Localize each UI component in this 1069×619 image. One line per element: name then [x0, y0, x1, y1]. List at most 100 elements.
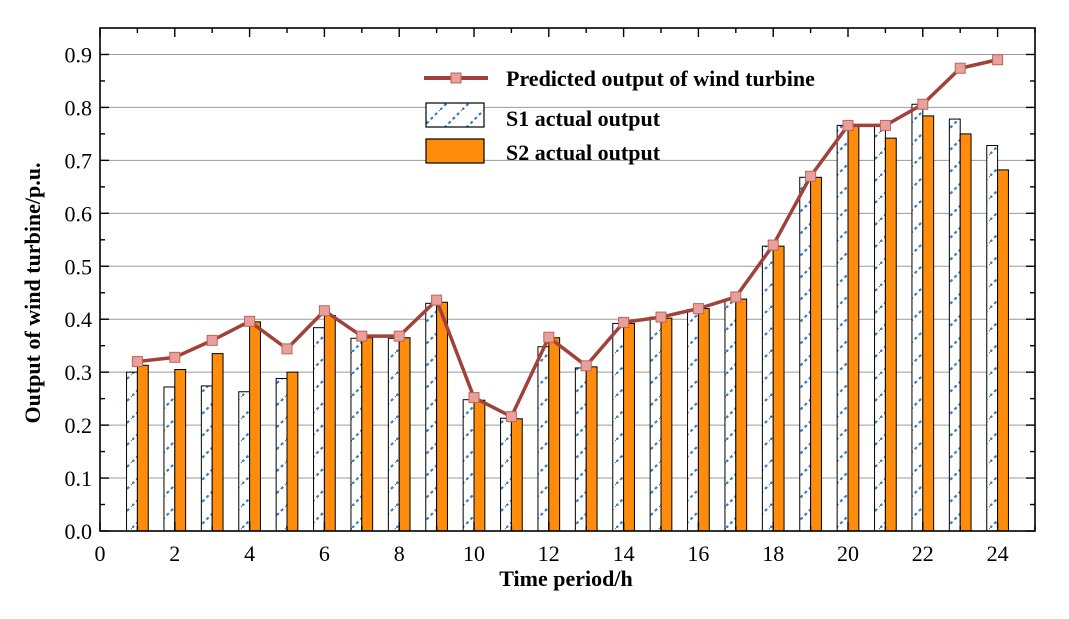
s1-bar-9: [425, 302, 438, 532]
s1-bar-21: [874, 124, 886, 532]
predicted-point-22: [917, 98, 929, 110]
predicted-point-13: [580, 360, 592, 372]
s2-bar-20: [847, 125, 860, 532]
s1-bar-15: [649, 316, 662, 532]
predicted-point-8: [393, 330, 405, 342]
s2-bar-18: [772, 245, 785, 532]
x-tick-label-11: 22: [912, 541, 934, 566]
s2-bar-22: [922, 115, 935, 532]
predicted-point-11: [505, 411, 517, 423]
s2-bar-5: [286, 371, 299, 532]
predicted-line: [131, 54, 1004, 423]
predicted-point-14: [618, 316, 630, 328]
s2-bar-13: [585, 366, 598, 532]
predicted-point-16: [692, 303, 704, 315]
y-tick-label-4: 0.4: [65, 307, 93, 332]
predicted-point-21: [879, 119, 891, 131]
legend-label-s2: S2 actual output: [506, 140, 661, 165]
legend-label-predicted: Predicted output of wind turbine: [506, 66, 815, 91]
x-tick-label-0: 0: [95, 541, 106, 566]
x-tick-label-2: 4: [244, 541, 255, 566]
s2-bar-15: [660, 317, 673, 532]
s2-bar-16: [697, 308, 710, 532]
s2-bar-3: [211, 353, 224, 532]
predicted-point-17: [730, 291, 742, 303]
s1-bar-23: [948, 118, 961, 532]
legend-line-marker: [450, 72, 462, 84]
s1-bar-13: [574, 367, 587, 532]
predicted-point-20: [842, 119, 854, 131]
s1-bar-6: [313, 327, 325, 532]
predicted-point-18: [767, 239, 779, 251]
predicted-point-6: [318, 305, 330, 317]
s1-bar-5: [275, 378, 288, 532]
s1-bar-17: [724, 298, 737, 532]
predicted-point-2: [169, 351, 181, 363]
s1-bar-14: [612, 322, 625, 532]
y-tick-label-3: 0.3: [65, 360, 93, 385]
s1-bar-7: [350, 337, 363, 532]
x-axis-title: Time period/h: [499, 566, 632, 591]
s1-bar-20: [836, 124, 849, 532]
x-tick-label-5: 10: [463, 541, 485, 566]
predicted-point-3: [206, 334, 218, 346]
s2-bar-6: [323, 315, 336, 532]
plot-frame: [99, 27, 1036, 532]
s2-bar-21: [884, 137, 897, 532]
predicted-point-19: [805, 170, 817, 182]
s1-bar-22: [911, 103, 924, 532]
x-tick-label-6: 12: [538, 541, 560, 566]
legend-s2-swatch: [425, 138, 485, 164]
predicted-point-5: [281, 343, 293, 355]
y-tick-label-9: 0.9: [65, 42, 93, 67]
predicted-point-15: [655, 311, 667, 323]
s1-bar-16: [687, 309, 699, 532]
s1-bar-1: [126, 371, 138, 532]
x-tick-label-9: 18: [762, 541, 784, 566]
y-tick-label-0: 0.0: [65, 519, 93, 544]
y-tick-label-7: 0.7: [65, 148, 93, 173]
predicted-point-4: [244, 315, 256, 327]
s1-bar-10: [462, 399, 475, 532]
predicted-point-12: [543, 331, 555, 343]
s2-bar-7: [361, 337, 374, 532]
s2-bar-17: [735, 298, 748, 532]
legend-label-s1: S1 actual output: [506, 106, 661, 131]
s1-bar-19: [799, 176, 812, 532]
s1-bar-18: [761, 245, 774, 532]
s2-bar-2: [174, 369, 187, 532]
predicted-point-10: [468, 392, 480, 404]
y-tick-label-6: 0.6: [65, 201, 93, 226]
x-tick-label-1: 2: [169, 541, 180, 566]
s2-bar-23: [959, 133, 972, 532]
predicted-point-7: [356, 330, 368, 342]
tick-labels: 0.00.10.20.30.40.50.60.70.80.90 2 4 6 8 10 12 1…: [65, 42, 1009, 566]
legend: Predicted output of wind turbine S1 actu…: [424, 66, 815, 165]
x-tick-label-12: 24: [987, 541, 1009, 566]
s1-bar-8: [387, 337, 400, 532]
x-tick-label-4: 8: [394, 541, 405, 566]
x-tick-label-7: 14: [613, 541, 635, 566]
y-tick-label-8: 0.8: [65, 95, 93, 120]
legend-s1-swatch: [425, 102, 485, 128]
x-tick-label-10: 20: [837, 541, 859, 566]
y-tick-label-5: 0.5: [65, 254, 93, 279]
s2-bar-1: [136, 364, 149, 532]
x-tick-label-3: 6: [319, 541, 330, 566]
s2-bar-8: [398, 337, 411, 532]
axes: [99, 27, 1036, 532]
s1-bar-11: [500, 417, 512, 532]
s2-bar-12: [548, 337, 561, 532]
s1-bar-12: [537, 346, 550, 532]
s2-bar-11: [510, 418, 523, 532]
s1-bar-3: [200, 385, 213, 532]
predicted-point-9: [431, 294, 443, 306]
s2-bar-24: [997, 169, 1009, 532]
s2-bar-14: [623, 322, 635, 532]
y-tick-label-1: 0.1: [65, 466, 93, 491]
x-tick-label-8: 16: [687, 541, 709, 566]
s2-bar-4: [249, 321, 261, 532]
y-axis-title: Output of wind turbine/p.u.: [20, 162, 45, 423]
